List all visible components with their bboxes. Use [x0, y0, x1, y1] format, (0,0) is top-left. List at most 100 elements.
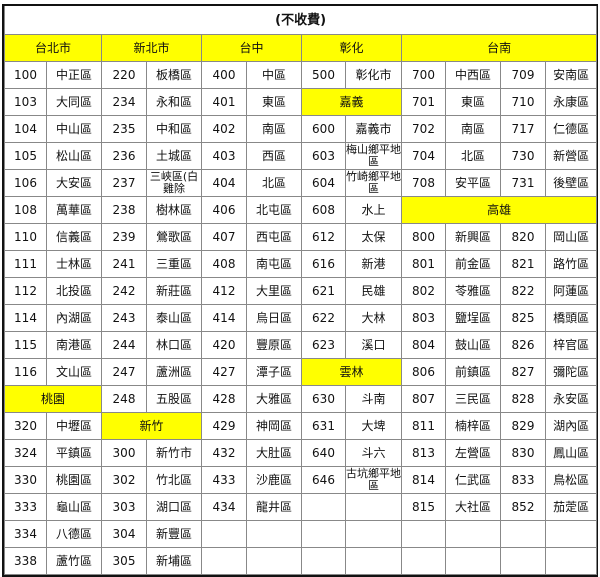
district-cell	[544, 520, 598, 548]
district-cell: 竹北區	[146, 466, 202, 494]
district-cell: 竹崎鄉平地區	[345, 169, 402, 197]
postal-code-cell: 243	[101, 304, 147, 332]
district-cell: 西屯區	[246, 223, 302, 251]
postal-code-cell: 112	[4, 277, 47, 305]
district-cell: 後壁區	[544, 169, 598, 197]
postal-code-cell: 242	[101, 277, 147, 305]
postal-code-cell: 103	[4, 88, 47, 116]
postal-code-cell: 108	[4, 196, 47, 224]
table-row: 108 萬華區 238 樹林區 406 北屯區 608 水上 高雄	[4, 196, 598, 224]
postal-code-cell: 822	[500, 277, 546, 305]
region-header-row: 台北市 新北市 台中 彰化 台南	[4, 34, 598, 62]
district-cell: 神岡區	[246, 412, 302, 440]
district-cell: 內湖區	[46, 304, 102, 332]
postal-code-cell: 600	[301, 115, 346, 143]
district-cell: 永康區	[544, 88, 598, 116]
postal-code-cell	[201, 520, 247, 548]
postal-code-cell: 608	[301, 196, 346, 224]
postal-code-cell: 114	[4, 304, 47, 332]
district-cell	[345, 547, 402, 575]
district-cell: 松山區	[46, 142, 102, 170]
postal-code-cell: 234	[101, 88, 147, 116]
district-cell: 彌陀區	[544, 358, 598, 386]
district-cell	[544, 547, 598, 575]
postal-code-cell: 111	[4, 250, 47, 278]
district-cell: 大里區	[246, 277, 302, 305]
district-cell: 斗南	[345, 385, 402, 413]
postal-code-cell: 631	[301, 412, 346, 440]
postal-code-cell: 806	[401, 358, 446, 386]
table-row: 100 中正區 220 板橋區 400 中區 500 彰化市 700 中西區 709 安南區	[4, 61, 598, 89]
district-cell: 鳥松區	[544, 466, 598, 494]
district-cell: 楠梓區	[445, 412, 501, 440]
district-cell: 湖口區	[146, 493, 202, 521]
postal-code-cell: 708	[401, 169, 446, 197]
postal-code-cell: 852	[500, 493, 546, 521]
district-cell: 南屯區	[246, 250, 302, 278]
table-row: 111 士林區 241 三重區 408 南屯區 616 新港 801 前金區 821 路竹區	[4, 250, 598, 278]
postal-code-cell: 704	[401, 142, 446, 170]
district-cell: 前鎮區	[445, 358, 501, 386]
postal-code-cell: 709	[500, 61, 546, 89]
district-cell: 水上	[345, 196, 402, 224]
district-cell: 橋頭區	[544, 304, 598, 332]
table-row: 334 八德區 304 新豐區	[4, 520, 598, 548]
postal-code-cell: 833	[500, 466, 546, 494]
region-header: 雲林	[301, 358, 402, 386]
postal-code-cell: 104	[4, 115, 47, 143]
region-header: 新竹	[101, 412, 202, 440]
postal-code-table-container: (不收費) 台北市 新北市 台中 彰化 台南 100 中正區 220 板橋區 400 中區 500 彰化…	[2, 4, 598, 577]
postal-code-cell: 401	[201, 88, 247, 116]
district-cell: 溪口	[345, 331, 402, 359]
postal-code-cell: 612	[301, 223, 346, 251]
district-cell: 林口區	[146, 331, 202, 359]
district-cell: 土城區	[146, 142, 202, 170]
district-cell: 新竹市	[146, 439, 202, 467]
postal-code-cell: 302	[101, 466, 147, 494]
postal-code-cell: 408	[201, 250, 247, 278]
postal-code-cell: 807	[401, 385, 446, 413]
postal-code-cell: 110	[4, 223, 47, 251]
table-row: 114 內湖區 243 泰山區 414 烏日區 622 大林 803 鹽埕區 825 橋頭區	[4, 304, 598, 332]
postal-code-cell: 300	[101, 439, 147, 467]
district-cell: 北區	[445, 142, 501, 170]
postal-code-cell: 702	[401, 115, 446, 143]
district-cell: 東區	[246, 88, 302, 116]
district-cell: 三峽區(白雞除	[146, 169, 202, 197]
postal-code-cell: 622	[301, 304, 346, 332]
postal-code-cell: 244	[101, 331, 147, 359]
postal-code-cell: 813	[401, 439, 446, 467]
postal-code-cell: 646	[301, 466, 346, 494]
postal-code-cell: 621	[301, 277, 346, 305]
postal-code-cell: 710	[500, 88, 546, 116]
district-cell: 大雅區	[246, 385, 302, 413]
district-cell: 豐原區	[246, 331, 302, 359]
district-cell: 新豐區	[146, 520, 202, 548]
postal-code-cell: 811	[401, 412, 446, 440]
district-cell	[246, 520, 302, 548]
district-cell: 三重區	[146, 250, 202, 278]
district-cell: 文山區	[46, 358, 102, 386]
district-cell: 龜山區	[46, 493, 102, 521]
district-cell: 仁德區	[544, 115, 598, 143]
district-cell: 苓雅區	[445, 277, 501, 305]
district-cell: 梓官區	[544, 331, 598, 359]
district-cell: 湖內區	[544, 412, 598, 440]
district-cell: 北屯區	[246, 196, 302, 224]
table-row: 105 松山區 236 土城區 403 西區 603 梅山鄉平地區 704 北區 730 新營區	[4, 142, 598, 170]
postal-code-cell: 814	[401, 466, 446, 494]
district-cell: 鳳山區	[544, 439, 598, 467]
postal-code-cell: 825	[500, 304, 546, 332]
district-cell: 左營區	[445, 439, 501, 467]
region-header: 彰化	[301, 34, 402, 62]
postal-code-cell: 407	[201, 223, 247, 251]
postal-code-cell: 829	[500, 412, 546, 440]
region-header: 台中	[201, 34, 302, 62]
district-cell	[445, 520, 501, 548]
table-row: 桃園 248 五股區 428 大雅區 630 斗南 807 三民區 828 永安區	[4, 385, 598, 413]
postal-code-cell: 324	[4, 439, 47, 467]
postal-code-cell: 815	[401, 493, 446, 521]
table-row: 112 北投區 242 新莊區 412 大里區 621 民雄 802 苓雅區 822 阿蓮區	[4, 277, 598, 305]
postal-code-cell: 826	[500, 331, 546, 359]
table-row: 106 大安區 237 三峽區(白雞除 404 北區 604 竹崎鄉平地區 708 安平區 731 後…	[4, 169, 598, 197]
